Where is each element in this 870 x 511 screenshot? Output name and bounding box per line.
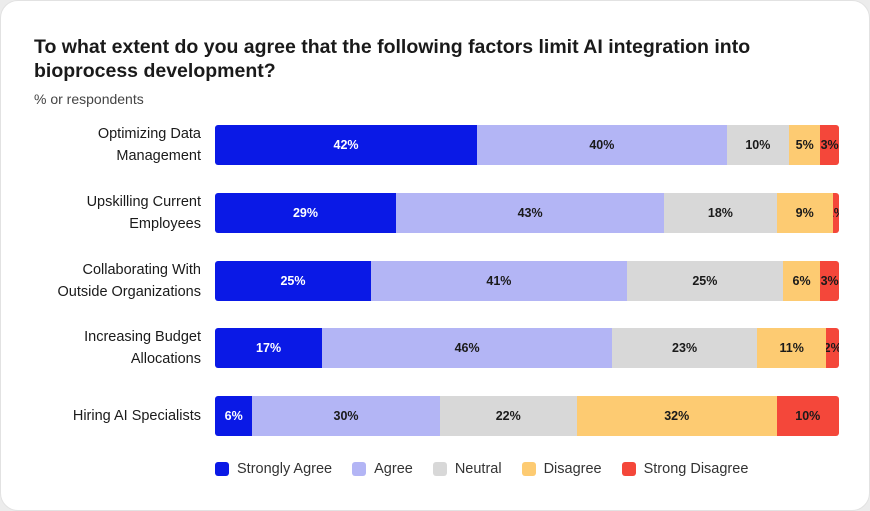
data-label: 5% bbox=[795, 138, 814, 152]
data-label: 1% bbox=[833, 206, 839, 220]
data-label: 18% bbox=[707, 205, 733, 220]
bar-segment: 3% bbox=[820, 125, 839, 165]
legend-item: Disagree bbox=[521, 461, 602, 477]
data-label: 6% bbox=[792, 273, 811, 288]
category-label-line: Collaborating With bbox=[82, 261, 201, 278]
category-label: Hiring AI Specialists bbox=[11, 405, 201, 427]
legend-item: Strong Disagree bbox=[621, 461, 749, 477]
data-label: 3% bbox=[820, 273, 839, 288]
chart-subtitle: % or respondents bbox=[34, 91, 144, 107]
data-label: 6% bbox=[224, 409, 243, 424]
data-label: 32% bbox=[664, 409, 690, 424]
category-label-line: Increasing Budget bbox=[84, 329, 201, 346]
data-label: 9% bbox=[795, 205, 814, 220]
category-label-line: Allocations bbox=[130, 351, 201, 368]
category-label-line: Outside Organizations bbox=[57, 283, 201, 300]
bar-segment: 25% bbox=[215, 260, 371, 301]
bar-segment: 25% bbox=[626, 260, 783, 301]
data-label: 17% bbox=[256, 341, 282, 356]
legend-label: Disagree bbox=[543, 461, 602, 477]
data-label: 43% bbox=[517, 205, 543, 220]
bar-segment: 5% bbox=[789, 125, 821, 165]
bar-segment: 3% bbox=[820, 260, 839, 301]
legend-label: Strongly Agree bbox=[237, 461, 333, 477]
data-label: 2% bbox=[826, 341, 839, 356]
legend-swatch bbox=[215, 462, 229, 476]
bar-segment: 6% bbox=[215, 396, 253, 437]
data-label: 30% bbox=[333, 409, 359, 424]
data-label: 40% bbox=[589, 138, 615, 152]
bar-segment: 32% bbox=[576, 396, 777, 437]
legend-label: Neutral bbox=[454, 461, 502, 477]
legend-item: Strongly Agree bbox=[215, 461, 332, 477]
bar-segment: 10% bbox=[776, 396, 839, 437]
chart-title: To what extent do you agree that the fol… bbox=[34, 36, 751, 82]
bar-segment: 9% bbox=[776, 192, 833, 233]
data-label: 10% bbox=[795, 409, 821, 424]
data-label: 41% bbox=[486, 273, 512, 288]
data-label: 25% bbox=[692, 273, 718, 288]
legend: Strongly Agree Agree Neutral Disagree Strong… bbox=[215, 459, 768, 479]
bar-segment: 43% bbox=[395, 192, 665, 233]
legend-label: Strong Disagree bbox=[643, 461, 749, 477]
bar-segment: 41% bbox=[371, 260, 627, 301]
legend-item: Neutral bbox=[432, 461, 502, 477]
data-label: 22% bbox=[495, 409, 521, 424]
bar-segment: 10% bbox=[726, 125, 790, 165]
data-label: 11% bbox=[779, 341, 804, 356]
bar-segment: 17% bbox=[215, 328, 323, 369]
legend-swatch bbox=[352, 462, 367, 476]
bar-segment: 2% bbox=[826, 328, 839, 369]
category-label-line: Employees bbox=[129, 215, 201, 232]
bar-segment: 11% bbox=[757, 328, 827, 369]
bar-segment: 42% bbox=[215, 125, 478, 165]
bar-segment: 40% bbox=[477, 125, 727, 165]
data-label: 23% bbox=[672, 341, 698, 356]
data-label: 29% bbox=[292, 205, 318, 220]
legend-swatch bbox=[521, 462, 536, 476]
legend-swatch bbox=[621, 462, 636, 476]
legend-label: Agree bbox=[374, 461, 413, 477]
bar-segment: 22% bbox=[439, 396, 577, 437]
category-label: Collaborating With Outside Organizations bbox=[11, 259, 201, 303]
data-label: 3% bbox=[820, 138, 839, 152]
bar-segment: 1% bbox=[832, 192, 839, 233]
category-label: Increasing Budget Allocations bbox=[11, 326, 201, 370]
data-label: 46% bbox=[454, 341, 480, 356]
bar-segment: 18% bbox=[664, 192, 777, 233]
bar-segment: 46% bbox=[322, 328, 613, 369]
legend-swatch bbox=[432, 462, 447, 476]
bar-segment: 6% bbox=[782, 260, 821, 301]
bar-segment: 30% bbox=[252, 396, 440, 437]
data-label: 10% bbox=[745, 138, 771, 152]
data-label: 42% bbox=[333, 138, 359, 152]
category-label-line: Management bbox=[116, 148, 201, 164]
category-label-line: Upskilling Current bbox=[86, 193, 201, 210]
bar-segment: 23% bbox=[612, 328, 758, 369]
bar-segment: 29% bbox=[215, 192, 396, 233]
category-label-line: Hiring AI Specialists bbox=[72, 408, 201, 425]
legend-item: Agree bbox=[352, 461, 413, 477]
category-label: Upskilling Current Employees bbox=[11, 191, 201, 235]
category-label: Optimizing Data Management bbox=[11, 123, 201, 167]
category-label-line: Optimizing Data bbox=[97, 126, 201, 142]
data-label: 25% bbox=[280, 273, 306, 288]
